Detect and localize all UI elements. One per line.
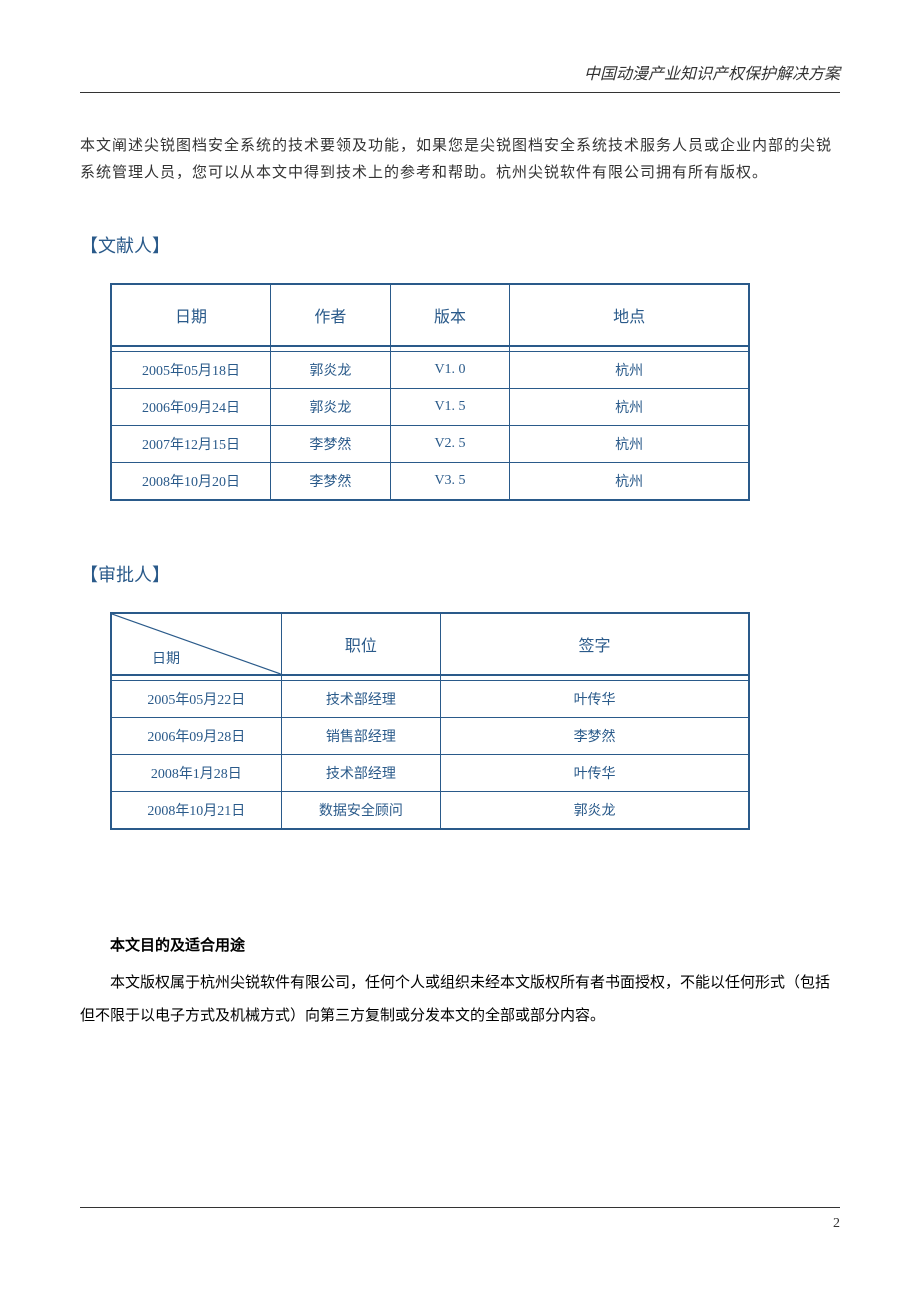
table-row: 2008年10月20日 李梦然 V3. 5 杭州 xyxy=(111,463,749,501)
cell-location: 杭州 xyxy=(510,463,749,501)
table-row: 2005年05月18日 郭炎龙 V1. 0 杭州 xyxy=(111,352,749,389)
contributors-table: 日期 作者 版本 地点 2005年05月18日 郭炎龙 V1. 0 杭州 200… xyxy=(110,283,750,501)
cell-signature: 叶传华 xyxy=(441,755,749,792)
column-header-date: 日期 xyxy=(111,284,271,346)
diagonal-line-icon xyxy=(112,614,281,674)
contributors-heading: 【文献人】 xyxy=(80,232,840,258)
cell-signature: 叶传华 xyxy=(441,681,749,718)
cell-date: 2008年1月28日 xyxy=(111,755,281,792)
cell-author: 郭炎龙 xyxy=(271,352,391,389)
column-header-version: 版本 xyxy=(390,284,510,346)
cell-date: 2006年09月24日 xyxy=(111,389,271,426)
table-row: 2008年10月21日 数据安全顾问 郭炎龙 xyxy=(111,792,749,830)
cell-author: 李梦然 xyxy=(271,463,391,501)
table-header-row: 日期 作者 版本 地点 xyxy=(111,284,749,346)
column-header-author: 作者 xyxy=(271,284,391,346)
column-header-signature: 签字 xyxy=(441,613,749,675)
cell-location: 杭州 xyxy=(510,389,749,426)
approvers-table: 日期 职位 签字 2005年05月22日 技术部经理 叶传华 2006年09月2… xyxy=(110,612,750,830)
diagonal-label-date: 日期 xyxy=(152,648,180,668)
purpose-body: 本文版权属于杭州尖锐软件有限公司，任何个人或组织未经本文版权所有者书面授权，不能… xyxy=(80,967,840,1033)
cell-date: 2008年10月21日 xyxy=(111,792,281,830)
column-header-position: 职位 xyxy=(281,613,441,675)
page-header-title: 中国动漫产业知识产权保护解决方案 xyxy=(80,60,840,93)
cell-signature: 郭炎龙 xyxy=(441,792,749,830)
cell-date: 2008年10月20日 xyxy=(111,463,271,501)
table-row: 2005年05月22日 技术部经理 叶传华 xyxy=(111,681,749,718)
cell-location: 杭州 xyxy=(510,426,749,463)
table-header-row: 日期 职位 签字 xyxy=(111,613,749,675)
cell-signature: 李梦然 xyxy=(441,718,749,755)
cell-position: 销售部经理 xyxy=(281,718,441,755)
table-row: 2006年09月28日 销售部经理 李梦然 xyxy=(111,718,749,755)
purpose-section: 本文目的及适合用途 本文版权属于杭州尖锐软件有限公司，任何个人或组织未经本文版权… xyxy=(80,930,840,1033)
table-row: 2007年12月15日 李梦然 V2. 5 杭州 xyxy=(111,426,749,463)
column-header-location: 地点 xyxy=(510,284,749,346)
cell-date: 2007年12月15日 xyxy=(111,426,271,463)
table-row: 2006年09月24日 郭炎龙 V1. 5 杭州 xyxy=(111,389,749,426)
approvers-heading: 【审批人】 xyxy=(80,561,840,587)
purpose-title: 本文目的及适合用途 xyxy=(80,930,840,963)
cell-date: 2005年05月22日 xyxy=(111,681,281,718)
cell-author: 李梦然 xyxy=(271,426,391,463)
cell-version: V1. 0 xyxy=(390,352,510,389)
intro-paragraph: 本文阐述尖锐图档安全系统的技术要领及功能，如果您是尖锐图档安全系统技术服务人员或… xyxy=(80,133,840,187)
column-header-date-diagonal: 日期 xyxy=(111,613,281,675)
cell-version: V1. 5 xyxy=(390,389,510,426)
page-number: 2 xyxy=(80,1207,840,1232)
cell-date: 2006年09月28日 xyxy=(111,718,281,755)
cell-position: 技术部经理 xyxy=(281,681,441,718)
cell-position: 数据安全顾问 xyxy=(281,792,441,830)
cell-version: V3. 5 xyxy=(390,463,510,501)
cell-position: 技术部经理 xyxy=(281,755,441,792)
cell-location: 杭州 xyxy=(510,352,749,389)
table-row: 2008年1月28日 技术部经理 叶传华 xyxy=(111,755,749,792)
cell-author: 郭炎龙 xyxy=(271,389,391,426)
cell-date: 2005年05月18日 xyxy=(111,352,271,389)
cell-version: V2. 5 xyxy=(390,426,510,463)
